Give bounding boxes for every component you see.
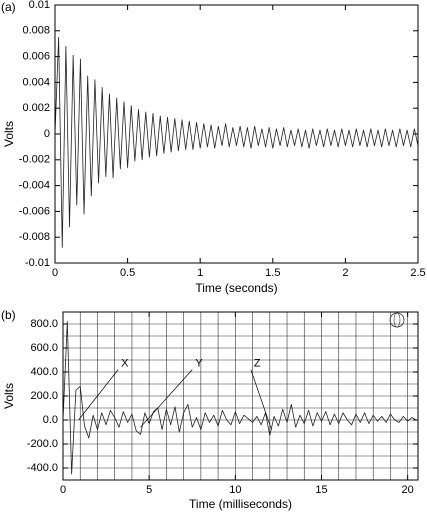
y-tick-label: 600.0	[30, 342, 58, 354]
y-tick-label: -200.0	[27, 438, 58, 450]
x-axis-label: Time (milliseconds)	[189, 497, 292, 511]
x-tick-label: 0	[52, 267, 58, 279]
y-tick-label: -0.008	[19, 231, 50, 243]
annotation-label: Z	[254, 358, 261, 370]
panel-label: (b)	[1, 308, 16, 322]
panel-label: (a)	[1, 0, 16, 14]
x-tick-label: 2.5	[410, 267, 425, 279]
y-axis-label: Volts	[2, 121, 16, 147]
y-tick-label: 0.01	[29, 0, 50, 11]
x-tick-label: 5	[146, 484, 152, 496]
logo	[393, 312, 401, 328]
x-tick-label: 2	[342, 267, 348, 279]
y-tick-label: 0.002	[22, 102, 50, 114]
x-tick-label: 1	[197, 267, 203, 279]
x-tick-label: 0.5	[120, 267, 135, 279]
y-tick-label: 800.0	[30, 318, 58, 330]
y-tick-label: 200.0	[30, 390, 58, 402]
x-tick-label: 0	[60, 484, 66, 496]
plot-frame	[62, 311, 419, 481]
y-tick-label: 0	[44, 128, 50, 140]
annotation-arrow	[78, 369, 119, 421]
y-tick-label: -0.01	[25, 257, 50, 269]
annotation-arrow	[140, 369, 193, 428]
x-tick-label: 15	[315, 484, 327, 496]
y-tick-label: -0.006	[19, 205, 50, 217]
y-tick-label: 0.004	[22, 76, 50, 88]
y-tick-label: -0.004	[19, 180, 50, 192]
annotation-label: Y	[195, 358, 203, 370]
x-tick-label: 20	[402, 484, 414, 496]
logo	[389, 312, 405, 328]
annotation-label: X	[121, 358, 129, 370]
y-tick-label: 0.0	[43, 414, 58, 426]
x-tick-label: 10	[229, 484, 241, 496]
y-tick-label: -0.002	[19, 154, 50, 166]
signal-line	[62, 321, 417, 475]
x-tick-label: 1.5	[265, 267, 280, 279]
annotation-arrow	[250, 369, 272, 430]
y-tick-label: -400.0	[27, 462, 58, 474]
y-tick-label: 0.008	[22, 25, 50, 37]
y-axis-label: Volts	[2, 383, 16, 409]
signal-line	[54, 36, 419, 248]
y-tick-label: 0.006	[22, 51, 50, 63]
y-tick-label: 400.0	[30, 366, 58, 378]
x-axis-label: Time (seconds)	[195, 281, 277, 295]
plot-frame	[54, 4, 419, 264]
